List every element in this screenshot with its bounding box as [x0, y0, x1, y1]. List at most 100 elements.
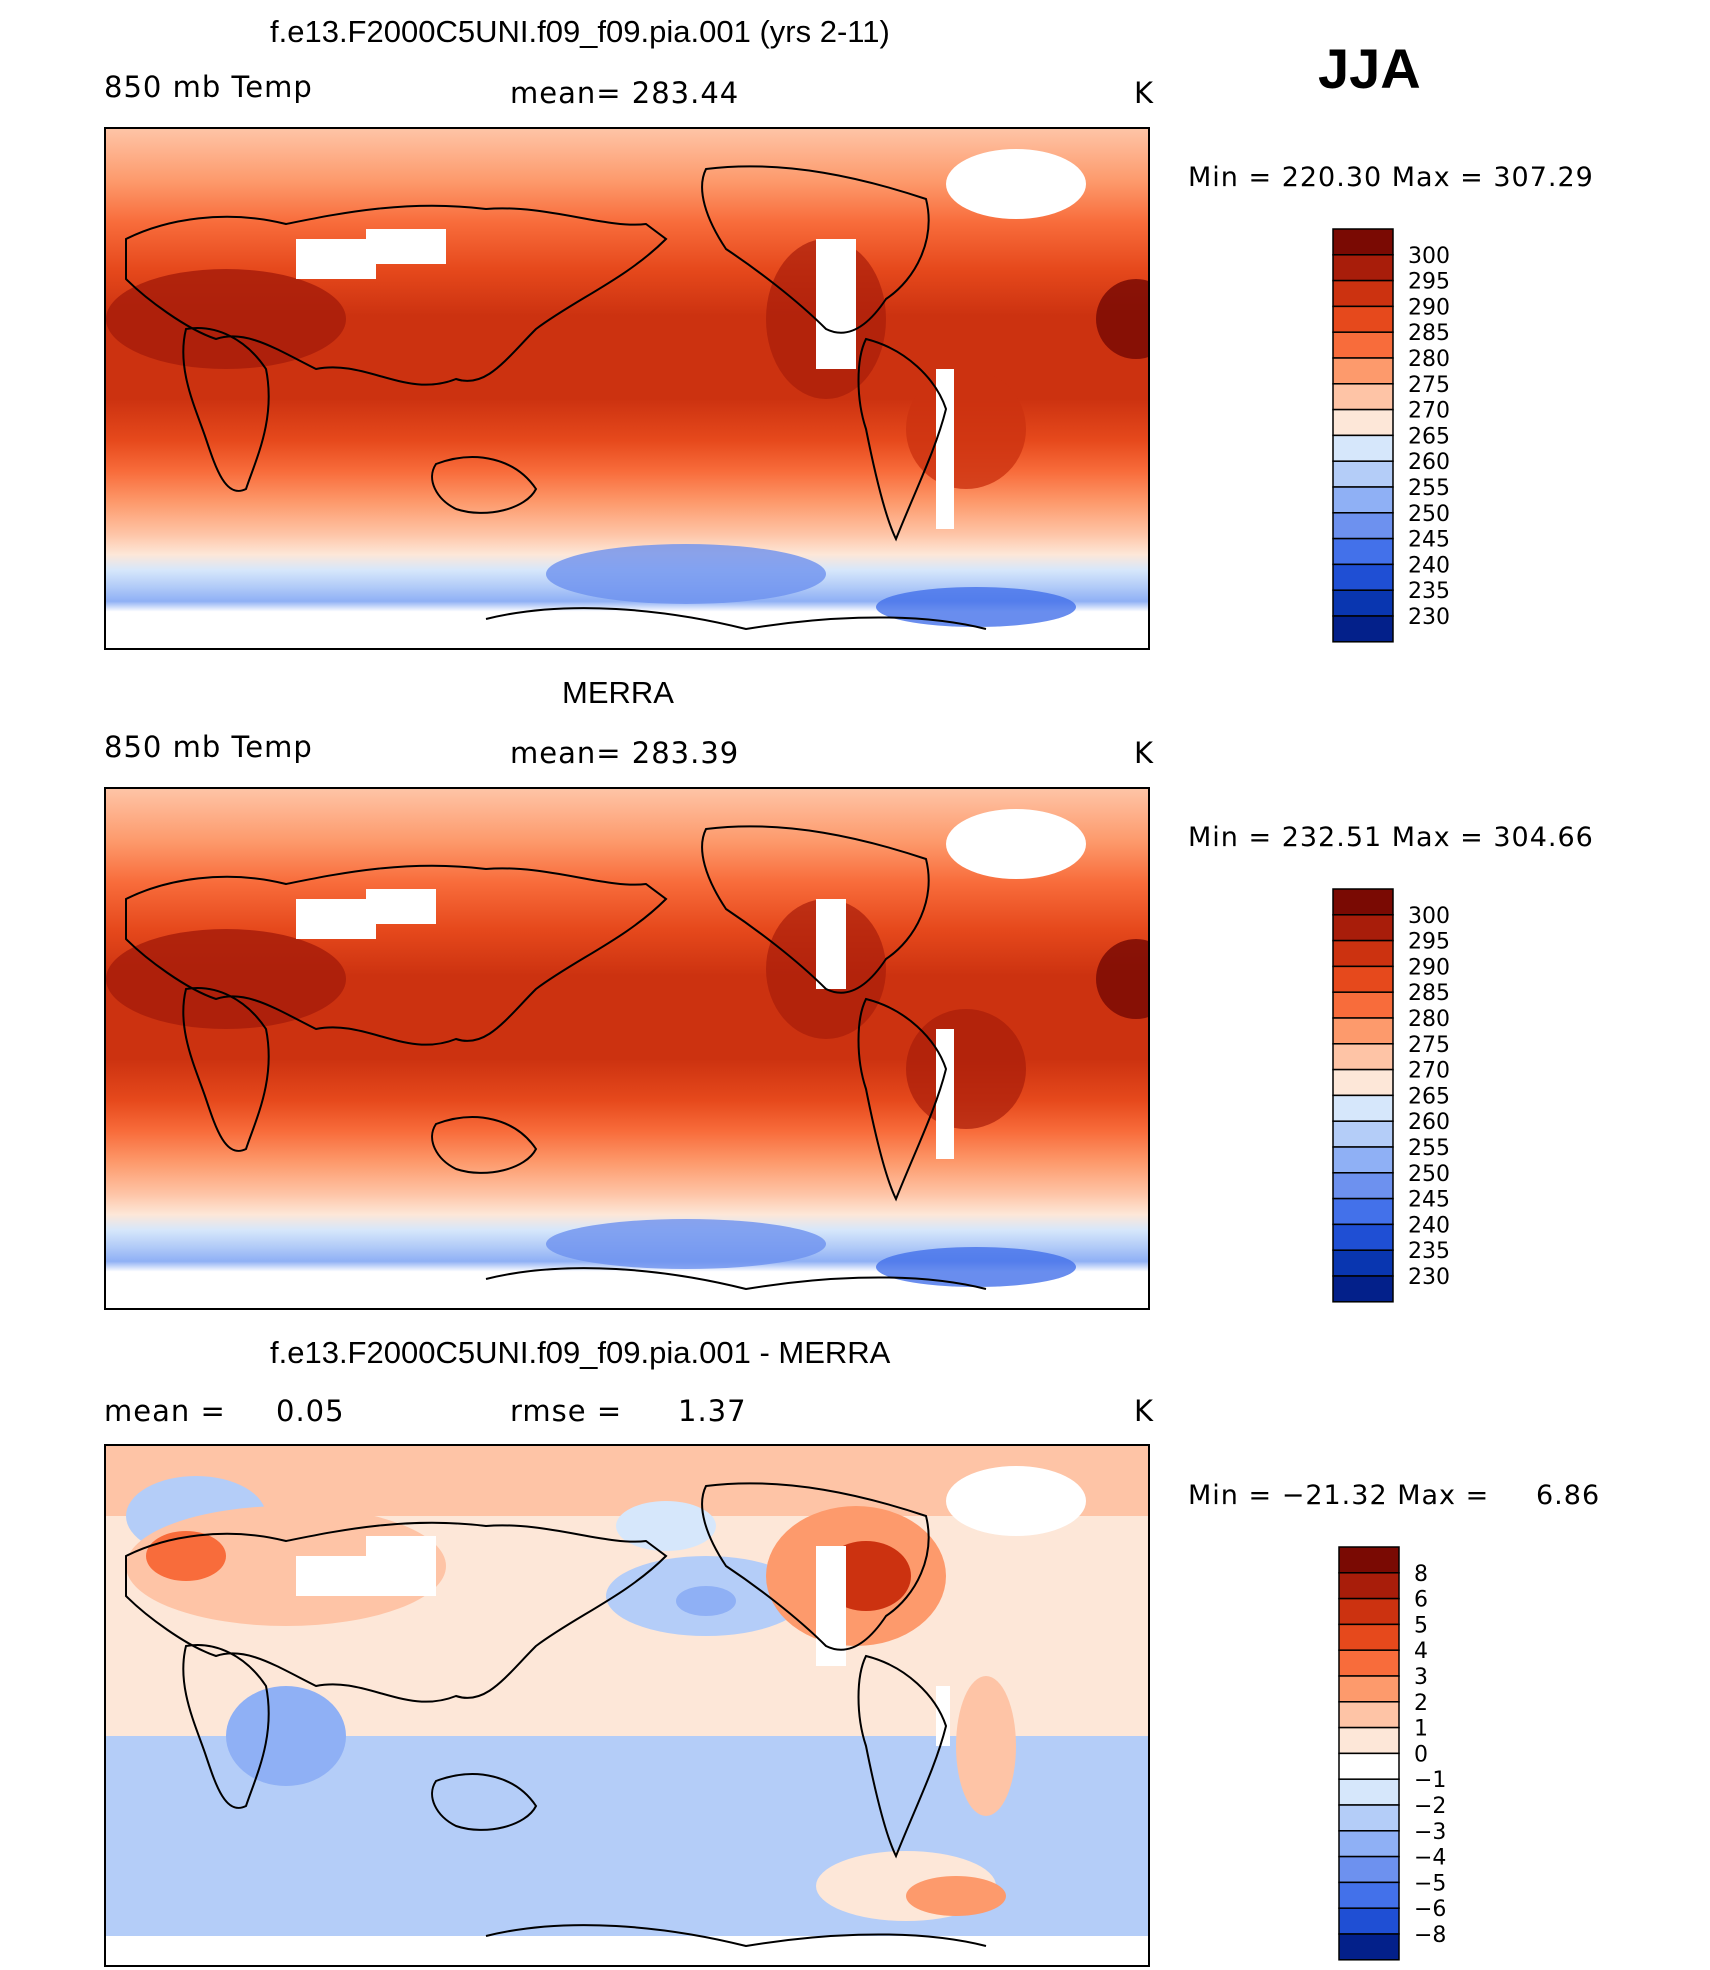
colorbar-label: 265: [1408, 424, 1450, 449]
panel3-max-value: 6.86: [1536, 1480, 1601, 1511]
panel3-colorbar: 8 6 5 4 3 2 1 0 −1 −2 −3 −4 −5 −6 −8: [1338, 1546, 1498, 1970]
colorbar-swatch: [1338, 1726, 1400, 1755]
colorbar-swatch: [1332, 486, 1394, 514]
colorbar-swatch: [1332, 1017, 1394, 1045]
colorbar-label: 235: [1408, 1239, 1450, 1264]
panel3-rmse-value: 1.37: [678, 1394, 747, 1428]
colorbar-label: −6: [1414, 1897, 1446, 1922]
colorbar-label: 240: [1408, 553, 1450, 578]
colorbar-swatch: [1338, 1855, 1400, 1884]
panel3-units: K: [1134, 1394, 1155, 1428]
colorbar-swatch: [1332, 279, 1394, 308]
panel1-variable-label: 850 mb Temp: [104, 70, 313, 104]
colorbar-label: 245: [1408, 528, 1450, 553]
colorbar-swatch: [1332, 460, 1394, 488]
colorbar-label: −5: [1414, 1871, 1446, 1896]
colorbar-label: −8: [1414, 1923, 1446, 1948]
panel1-colorbar: 300 295 290 285 280 275 270 265 260 255 250 245 240 2…: [1332, 228, 1492, 652]
colorbar-swatch: [1332, 512, 1394, 540]
colorbar-swatch: [1332, 305, 1394, 333]
colorbar-label: −2: [1414, 1794, 1446, 1819]
colorbar-label: 1: [1414, 1717, 1428, 1742]
panel3-mean-label: mean =: [104, 1394, 226, 1428]
colorbar-label: 235: [1408, 579, 1450, 604]
colorbar-label: 300: [1408, 904, 1450, 929]
colorbar-swatch: [1332, 914, 1394, 942]
colorbar-swatch: [1338, 1933, 1400, 1961]
colorbar-label: 295: [1408, 270, 1450, 295]
colorbar-label: 255: [1408, 1136, 1450, 1161]
colorbar-label: 0: [1414, 1742, 1428, 1767]
panel2-mean-label: mean= 283.39: [510, 736, 740, 770]
colorbar-swatch: [1332, 1068, 1394, 1097]
colorbar-label: 270: [1408, 1059, 1450, 1084]
panel1-map: [104, 127, 1150, 650]
colorbar-swatch: [1338, 1830, 1400, 1858]
colorbar-label: 275: [1408, 373, 1450, 398]
colorbar-swatch: [1338, 1907, 1400, 1935]
panel1-mean-label: mean= 283.44: [510, 76, 740, 110]
panel3-map: [104, 1444, 1150, 1967]
colorbar-label: 4: [1414, 1639, 1428, 1664]
colorbar-swatch: [1332, 1146, 1394, 1174]
colorbar-swatch: [1332, 1172, 1394, 1200]
colorbar-swatch: [1332, 1249, 1394, 1277]
colorbar-label: 290: [1408, 295, 1450, 320]
colorbar-label: 260: [1408, 450, 1450, 475]
colorbar-label: 295: [1408, 930, 1450, 955]
colorbar-swatch: [1338, 1752, 1400, 1780]
colorbar-swatch: [1338, 1623, 1400, 1651]
colorbar-swatch: [1332, 965, 1394, 993]
colorbar-swatch: [1332, 408, 1394, 437]
colorbar-label: 240: [1408, 1213, 1450, 1238]
panel2-map: [104, 787, 1150, 1310]
colorbar-label: −3: [1414, 1820, 1446, 1845]
panel2-variable-label: 850 mb Temp: [104, 730, 313, 764]
colorbar-label: 290: [1408, 955, 1450, 980]
colorbar-swatch: [1332, 1223, 1394, 1251]
colorbar-swatch: [1338, 1675, 1400, 1703]
panel2-title: MERRA: [562, 675, 674, 710]
colorbar-swatch: [1332, 888, 1394, 916]
colorbar-label: 255: [1408, 476, 1450, 501]
colorbar-label: −4: [1414, 1846, 1446, 1871]
panel3-rmse-label: rmse =: [510, 1394, 623, 1428]
colorbar-label: −1: [1414, 1768, 1446, 1793]
panel1-colorbar-svg: 3002952902852802752702652602552502452402…: [1332, 228, 1450, 643]
colorbar-label: 230: [1408, 1265, 1450, 1290]
colorbar-label: 265: [1408, 1084, 1450, 1109]
colorbar-swatch: [1332, 589, 1394, 617]
colorbar-swatch: [1338, 1597, 1400, 1626]
colorbar-label: 250: [1408, 502, 1450, 527]
colorbar-swatch: [1332, 1120, 1394, 1148]
colorbar-swatch: [1332, 357, 1394, 385]
colorbar-swatch: [1332, 1275, 1394, 1303]
colorbar-swatch: [1338, 1804, 1400, 1832]
panel1-units: K: [1134, 76, 1155, 110]
colorbar-swatch: [1338, 1881, 1400, 1909]
colorbar-label: 6: [1414, 1588, 1428, 1613]
colorbar-label: 2: [1414, 1691, 1428, 1716]
colorbar-swatch: [1332, 537, 1394, 566]
colorbar-swatch: [1332, 1197, 1394, 1226]
colorbar-swatch: [1332, 1094, 1394, 1122]
colorbar-swatch: [1338, 1649, 1400, 1677]
colorbar-swatch: [1332, 254, 1394, 282]
colorbar-swatch: [1332, 228, 1394, 256]
colorbar-label: 245: [1408, 1188, 1450, 1213]
colorbar-swatch: [1332, 615, 1394, 643]
colorbar-swatch: [1332, 434, 1394, 462]
colorbar-label: 260: [1408, 1110, 1450, 1135]
colorbar-swatch: [1338, 1546, 1400, 1574]
colorbar-swatch: [1338, 1701, 1400, 1729]
colorbar-swatch: [1338, 1572, 1400, 1600]
colorbar-label: 280: [1408, 347, 1450, 372]
colorbar-swatch: [1332, 563, 1394, 591]
panel2-minmax: Min = 232.51 Max = 304.66: [1188, 822, 1594, 853]
panel1-minmax: Min = 220.30 Max = 307.29: [1188, 162, 1594, 193]
colorbar-label: 300: [1408, 244, 1450, 269]
panel3-minmax: Min = −21.32 Max =: [1188, 1480, 1490, 1511]
colorbar-label: 270: [1408, 399, 1450, 424]
colorbar-label: 275: [1408, 1033, 1450, 1058]
